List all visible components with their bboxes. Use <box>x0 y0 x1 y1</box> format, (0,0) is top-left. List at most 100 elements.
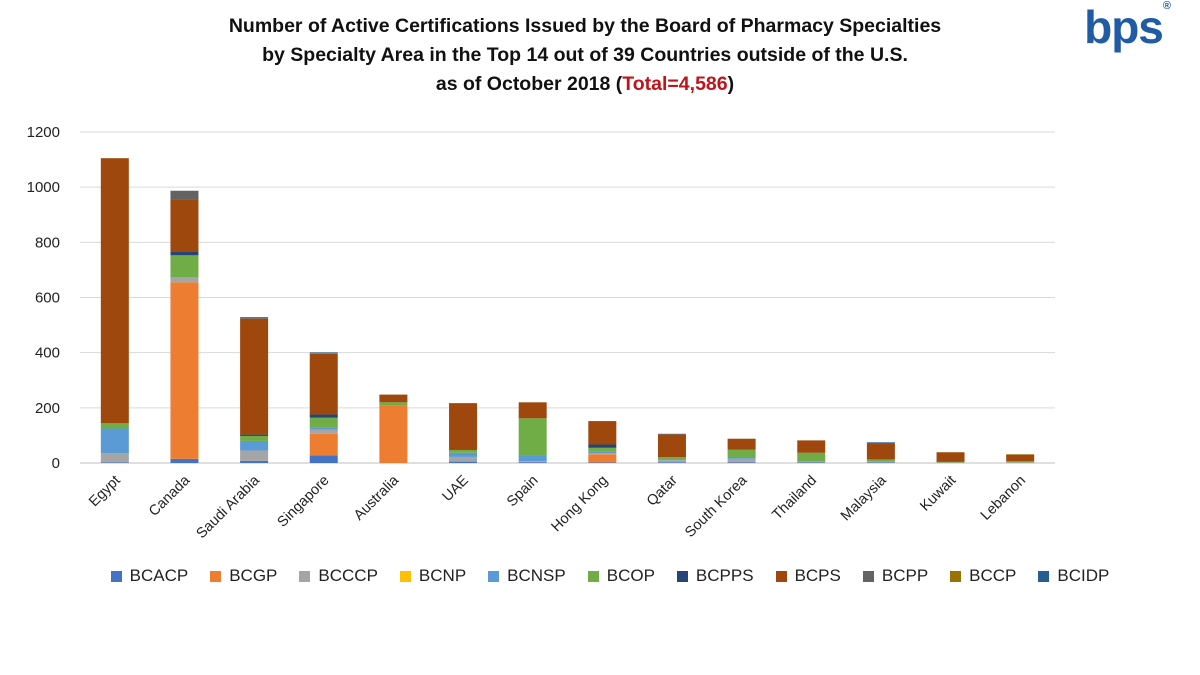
bar-segment-bcps <box>727 438 756 450</box>
bar-segment-bcnsp <box>100 428 129 454</box>
legend-item: BCACP <box>110 566 188 586</box>
bar-segment-bcacp <box>518 462 547 463</box>
bar-segment-bcop <box>240 435 269 441</box>
title-line-3-suffix: ) <box>727 73 735 95</box>
bar-segment-bcacp <box>588 462 617 463</box>
y-tick-label: 0 <box>52 455 60 472</box>
title-line-2: by Specialty Area in the Top 14 out of 3… <box>262 44 908 66</box>
y-tick-label: 200 <box>35 400 60 417</box>
title-total: Total=4,586 <box>622 73 728 95</box>
bar-segment-bcgp <box>170 282 199 459</box>
bar-segment-bcps <box>1006 454 1035 462</box>
bar-segment-bcps <box>449 403 478 451</box>
legend-label: BCOP <box>606 566 655 585</box>
bar-segment-bcps <box>309 353 338 415</box>
legend-label: BCNP <box>418 566 467 585</box>
bar-segment-bcps <box>797 440 826 453</box>
x-tick-label: Canada <box>146 472 194 520</box>
bar-segment-bcidp <box>866 442 895 444</box>
bar-segment-bcnsp <box>588 451 617 454</box>
bar-segment-bcidp <box>309 352 338 354</box>
bar-segment-bcop <box>936 461 965 463</box>
bar-segment-bcgp <box>449 461 478 462</box>
bar-segment-bcccp <box>797 461 826 463</box>
legend-swatch <box>110 570 122 582</box>
bar-segment-bcccp <box>518 461 547 462</box>
bar-segment-bccp <box>1006 454 1035 455</box>
bar-segment-bcpp <box>309 353 338 354</box>
bar-segment-bcgp <box>309 433 338 456</box>
bps-logo-text: bps <box>1084 1 1164 53</box>
y-tick-label: 1000 <box>27 179 60 196</box>
bar-segment-bcps <box>866 443 895 460</box>
bar-segment-bcacp <box>797 462 826 463</box>
bar-segment-bcop <box>379 402 408 406</box>
x-tick-label: Egypt <box>86 473 124 511</box>
bar-segment-bcccp <box>727 458 756 462</box>
bar-segment-bcop <box>866 459 895 462</box>
bar-segment-bcacp <box>727 462 756 463</box>
bar-segment-bcop <box>170 255 199 278</box>
legend-swatch <box>862 570 874 582</box>
bar-segment-bcpps <box>309 414 338 418</box>
title-line-3-prefix: as of October 2018 ( <box>435 73 623 95</box>
bar-segment-bcop <box>657 457 686 460</box>
legend-item: BCOP <box>587 566 655 586</box>
bar-segment-bcps <box>588 421 617 445</box>
bar-segment-bcccp <box>170 277 199 283</box>
bar-segment-bcnsp <box>518 455 547 462</box>
bar-segment-bcps <box>657 434 686 458</box>
x-tick-label: Malaysia <box>838 472 890 524</box>
legend: BCACP BCGP BCCCP BCNP BCNSP BCOP BCPPS BCPS BCPP… <box>100 566 1120 586</box>
x-tick-label: Australia <box>351 472 403 524</box>
bar-segment-bcccp <box>240 450 269 461</box>
bar-segment-bcnsp <box>727 458 756 459</box>
bar-segment-bcps <box>518 402 547 419</box>
x-tick-label: Saudi Arabia <box>193 472 263 542</box>
bar-segment-bcop <box>309 417 338 428</box>
stacked-bar-chart: 0 200 400 600 800 1000 1200 Egypt Canada Saudi A… <box>27 124 1055 542</box>
bar-segment-bcpps <box>240 434 269 436</box>
legend-label: BCPPS <box>695 566 754 585</box>
bar-segment-bcnsp <box>449 452 478 457</box>
bar-segment-bcnsp <box>866 461 895 462</box>
legend-item: BCCCP <box>299 566 378 586</box>
bar-segment-bcps <box>240 318 269 435</box>
x-axis: Egypt Canada Saudi Arabia Singapore Australi… <box>86 472 1029 542</box>
legend-label: BCCP <box>969 566 1017 585</box>
y-tick-label: 600 <box>35 290 60 307</box>
bar-segment-bcccp <box>936 462 965 463</box>
legend-item: BCPP <box>862 566 928 586</box>
bar-segment-bcpps <box>170 251 199 256</box>
legend-swatch <box>488 570 500 582</box>
legend-item: BCPS <box>775 566 841 586</box>
bar-segment-bcpps <box>588 444 617 448</box>
bar-segment-bcccp <box>588 453 617 455</box>
bar-segment-bcop <box>588 447 617 452</box>
bar-segment-bcacp <box>240 460 269 463</box>
bar-segment-bcnsp <box>240 440 269 451</box>
bar-segment-bcgp <box>379 405 408 463</box>
bar-segment-bcacp <box>170 458 199 463</box>
bar-segment-bcnsp <box>797 461 826 462</box>
bar-segment-bcccp <box>866 461 895 463</box>
legend-label: BCCCP <box>318 566 378 585</box>
legend-label: BCGP <box>229 566 278 585</box>
x-tick-label: Thailand <box>769 473 820 524</box>
bar-segment-bcop <box>727 449 756 459</box>
x-tick-label: Lebanon <box>978 473 1029 524</box>
bar-segment-bcnsp <box>309 427 338 430</box>
legend-item: BCNP <box>399 566 467 586</box>
x-tick-label: UAE <box>439 472 472 505</box>
bar-segment-bcop <box>449 450 478 453</box>
legend-swatch <box>587 570 599 582</box>
bps-logo: bps® <box>1084 0 1171 54</box>
bar-segment-bcacp <box>449 461 478 463</box>
bar-segment-bcacp <box>657 462 686 463</box>
bar-segment-bcps <box>379 394 408 403</box>
legend-label: BCIDP <box>1057 566 1110 585</box>
bar-segment-bcop <box>1006 461 1035 463</box>
bar-segment-bcgp <box>727 461 756 463</box>
legend-label: BCNSP <box>507 566 566 585</box>
legend-swatch <box>1038 570 1050 582</box>
